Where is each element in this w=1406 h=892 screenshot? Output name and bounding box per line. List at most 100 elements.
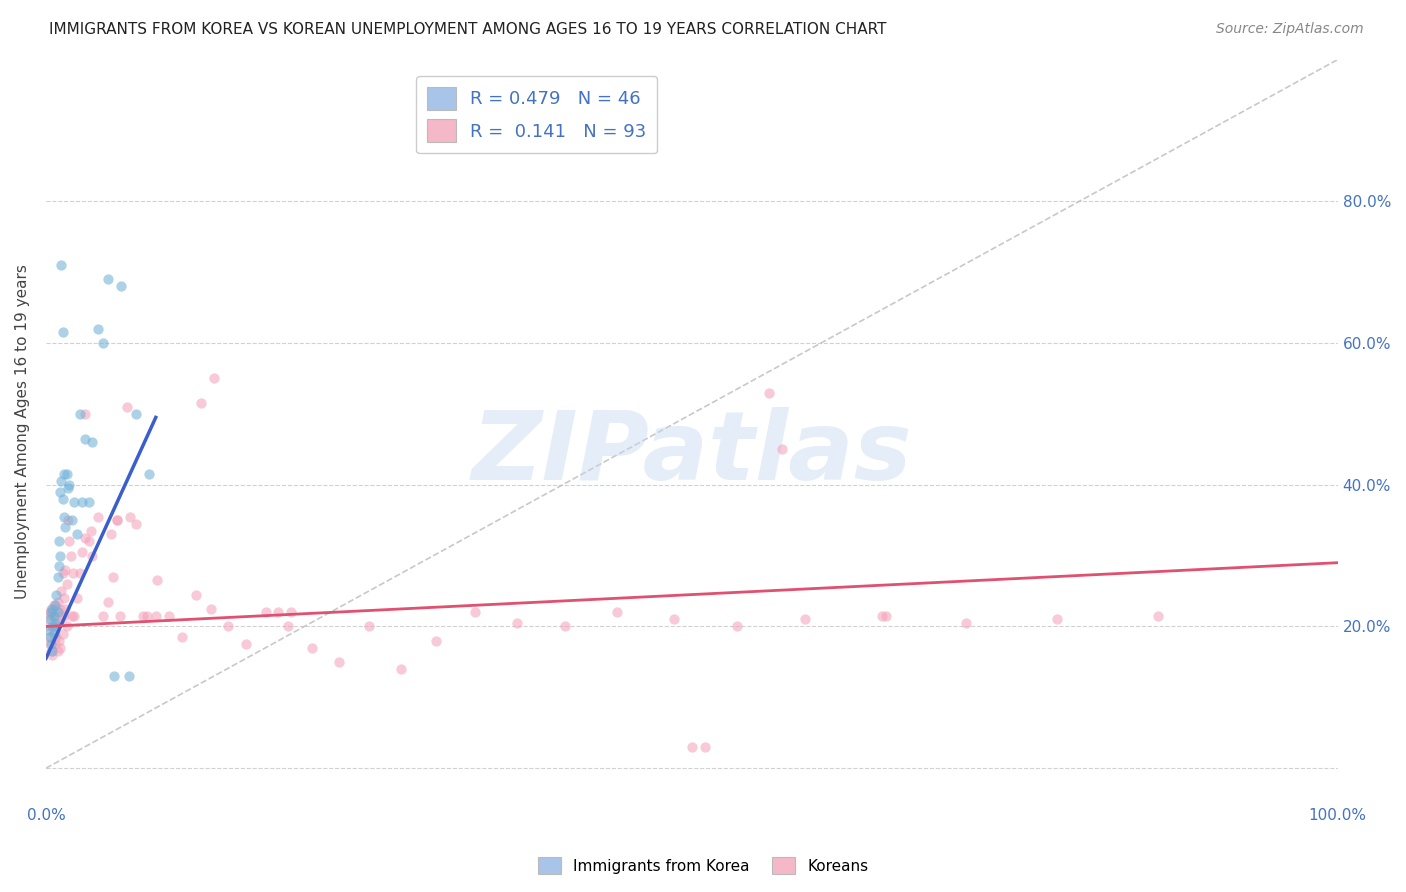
Point — [48, 633, 70, 648]
Point — [41, 619, 63, 633]
Point — [86, 322, 108, 336]
Point — [280, 605, 302, 619]
Point — [425, 633, 447, 648]
Point — [554, 619, 576, 633]
Point — [53, 601, 76, 615]
Point — [58, 534, 80, 549]
Point — [91, 336, 114, 351]
Point — [80, 524, 103, 538]
Point — [53, 591, 76, 606]
Point — [66, 527, 89, 541]
Point — [51, 584, 73, 599]
Point — [59, 549, 82, 563]
Point — [202, 371, 225, 385]
Point — [86, 509, 108, 524]
Point — [875, 608, 897, 623]
Point — [73, 531, 96, 545]
Point — [105, 513, 128, 527]
Point — [91, 608, 114, 623]
Point — [138, 467, 160, 482]
Point — [117, 669, 139, 683]
Text: Source: ZipAtlas.com: Source: ZipAtlas.com — [1216, 22, 1364, 37]
Point — [39, 637, 62, 651]
Point — [1046, 612, 1069, 626]
Point — [101, 570, 124, 584]
Point — [45, 619, 67, 633]
Point — [51, 608, 73, 623]
Point — [170, 630, 193, 644]
Point — [63, 608, 86, 623]
Y-axis label: Unemployment Among Ages 16 to 19 years: Unemployment Among Ages 16 to 19 years — [15, 264, 30, 599]
Point — [97, 595, 120, 609]
Point — [681, 739, 703, 754]
Point — [41, 608, 63, 623]
Point — [49, 640, 72, 655]
Point — [200, 601, 222, 615]
Point — [77, 534, 100, 549]
Point — [77, 495, 100, 509]
Point — [73, 407, 96, 421]
Legend: R = 0.479   N = 46, R =  0.141   N = 93: R = 0.479 N = 46, R = 0.141 N = 93 — [416, 76, 658, 153]
Point — [39, 644, 62, 658]
Point — [42, 626, 65, 640]
Point — [97, 272, 120, 286]
Point — [45, 588, 67, 602]
Point — [82, 435, 104, 450]
Point — [56, 513, 79, 527]
Point — [157, 608, 180, 623]
Point — [794, 612, 817, 626]
Point — [44, 637, 66, 651]
Point — [70, 545, 93, 559]
Point — [41, 648, 63, 662]
Point — [62, 566, 84, 581]
Point — [125, 407, 148, 421]
Point — [132, 608, 155, 623]
Text: IMMIGRANTS FROM KOREA VS KOREAN UNEMPLOYMENT AMONG AGES 16 TO 19 YEARS CORRELATI: IMMIGRANTS FROM KOREA VS KOREAN UNEMPLOY… — [49, 22, 887, 37]
Point — [770, 442, 793, 457]
Point — [39, 605, 62, 619]
Point — [118, 509, 141, 524]
Point — [42, 608, 65, 623]
Point — [48, 534, 70, 549]
Point — [38, 623, 60, 637]
Point — [41, 644, 63, 658]
Point — [46, 570, 69, 584]
Legend: Immigrants from Korea, Koreans: Immigrants from Korea, Koreans — [531, 851, 875, 880]
Point — [110, 279, 132, 293]
Point — [145, 608, 167, 623]
Point — [870, 608, 893, 623]
Point — [63, 495, 86, 509]
Point — [53, 467, 76, 482]
Point — [45, 630, 67, 644]
Point — [38, 605, 60, 619]
Point — [190, 396, 212, 410]
Point — [70, 495, 93, 509]
Point — [48, 559, 70, 574]
Point — [52, 626, 75, 640]
Point — [955, 615, 977, 630]
Point — [117, 400, 139, 414]
Point — [100, 527, 122, 541]
Point — [267, 605, 290, 619]
Point — [38, 630, 60, 644]
Point — [506, 615, 529, 630]
Point — [60, 608, 83, 623]
Point — [217, 619, 239, 633]
Point — [51, 258, 73, 272]
Point — [44, 615, 66, 630]
Point — [66, 591, 89, 606]
Point — [49, 484, 72, 499]
Point — [606, 605, 628, 619]
Point — [53, 608, 76, 623]
Point — [103, 669, 125, 683]
Point — [45, 601, 67, 615]
Point — [69, 407, 91, 421]
Point — [328, 655, 350, 669]
Point — [1147, 608, 1170, 623]
Point — [38, 608, 60, 623]
Point — [125, 516, 148, 531]
Point — [38, 612, 60, 626]
Point — [60, 513, 83, 527]
Point — [146, 574, 169, 588]
Point — [758, 385, 780, 400]
